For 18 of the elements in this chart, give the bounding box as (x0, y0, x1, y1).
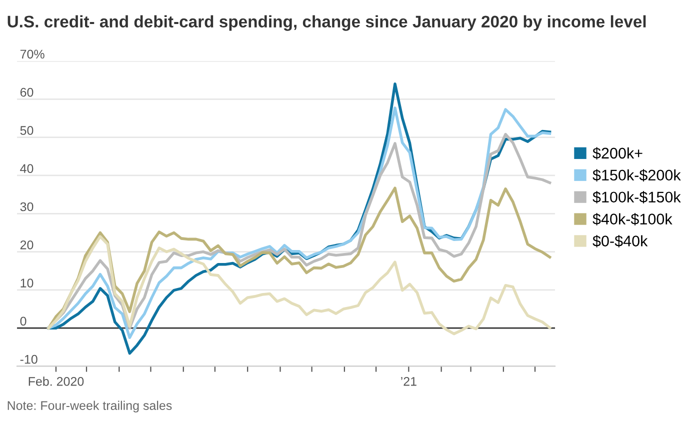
y-tick-label: 40 (20, 164, 34, 174)
legend-label: $200k+ (592, 147, 642, 160)
legend-label: $150k-$200k (592, 169, 681, 182)
x-tick-label: Feb. 2020 (28, 376, 84, 386)
y-tick-label: 20 (20, 240, 34, 250)
legend-label: $0-$40k (592, 234, 648, 248)
y-tick-label: 70% (20, 50, 44, 59)
y-tick-label: 10 (20, 278, 34, 288)
y-tick-label: 60 (20, 88, 34, 97)
y-tick-label: 0 (20, 316, 26, 326)
y-tick-label: 50 (20, 126, 34, 135)
y-tick-label: 30 (20, 202, 34, 212)
y-tick-label: -10 (20, 354, 38, 364)
chart-title: U.S. credit- and debit-card spending, change since January 2020 by income level (8, 15, 646, 31)
legend-label: $100k-$150k (592, 191, 681, 204)
legend-label: $40k-$100k (592, 213, 672, 226)
x-tick-label: ’21 (401, 376, 416, 386)
text: Note: Four-week trailing sales (8, 400, 172, 412)
